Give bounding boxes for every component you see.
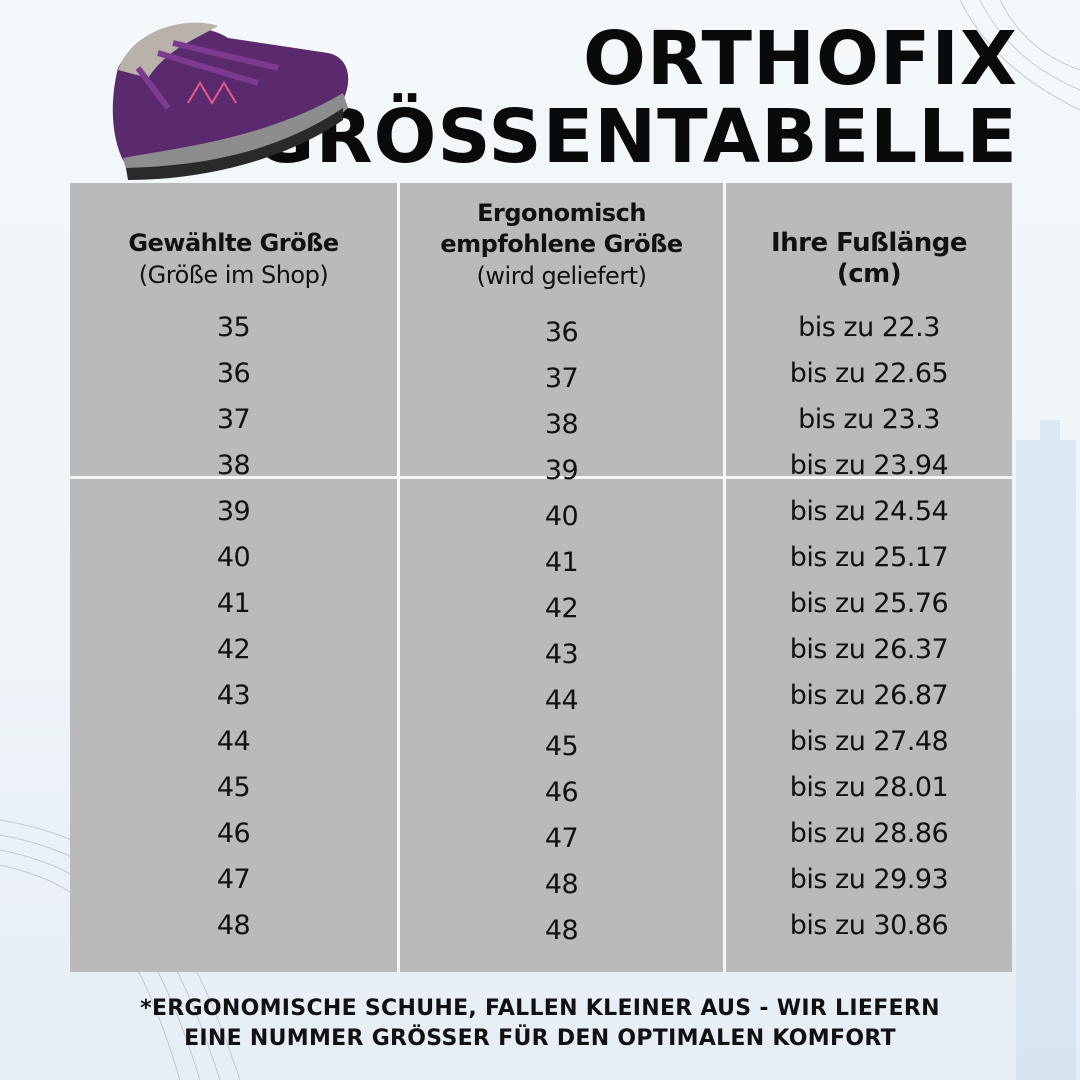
- table-cell: bis zu 30.86: [789, 910, 949, 941]
- table-cell: 35: [216, 312, 251, 343]
- table-cell: bis zu 24.54: [789, 496, 949, 527]
- header-foot-length: Ihre Fußlänge (cm): [726, 203, 1012, 315]
- table-cell: bis zu 23.94: [789, 450, 949, 481]
- table-cell: 37: [544, 363, 579, 394]
- table-cell: 45: [216, 772, 251, 803]
- table-cell: 46: [216, 818, 251, 849]
- table-cell: 36: [216, 358, 251, 389]
- table-cell: 47: [544, 823, 579, 854]
- footnote-line: EINE NUMMER GRÖSSER FÜR DEN OPTIMALEN KO…: [184, 1026, 896, 1051]
- title-size-chart: GRÖSSENTABELLE: [253, 94, 1018, 180]
- size-chart-table: Gewählte Größe (Größe im Shop) Ergonomis…: [70, 183, 1012, 972]
- table-cell: bis zu 23.3: [798, 404, 940, 435]
- header-label: Ihre Fußlänge: [770, 228, 968, 258]
- table-cell: 48: [216, 910, 251, 941]
- table-cell: 41: [544, 547, 579, 578]
- table-cell: bis zu 26.37: [789, 634, 949, 665]
- table-cell: 36: [544, 317, 579, 348]
- table-cell: 40: [544, 501, 579, 532]
- header-label: (cm): [836, 259, 902, 289]
- table-cell: 46: [544, 777, 579, 808]
- table-cell: 39: [544, 455, 579, 486]
- table-cell: 44: [544, 685, 579, 716]
- title-brand: ORTHOFIX: [582, 16, 1018, 102]
- table-cell: 44: [216, 726, 251, 757]
- table-cell: 37: [216, 404, 251, 435]
- table-cell: bis zu 25.17: [789, 542, 949, 573]
- table-cell: 42: [544, 593, 579, 624]
- footnote: *ERGONOMISCHE SCHUHE, FALLEN KLEINER AUS…: [0, 994, 1080, 1054]
- column-divider: [397, 183, 400, 972]
- footnote-line: *ERGONOMISCHE SCHUHE, FALLEN KLEINER AUS…: [140, 996, 940, 1021]
- table-cell: bis zu 29.93: [789, 864, 949, 895]
- table-cell: bis zu 28.86: [789, 818, 949, 849]
- table-cell: bis zu 28.01: [789, 772, 949, 803]
- table-cell: 41: [216, 588, 251, 619]
- table-cell: 38: [216, 450, 251, 481]
- table-cell: 47: [216, 864, 251, 895]
- table-cell: 39: [216, 496, 251, 527]
- header-selected-size: Gewählte Größe (Größe im Shop): [70, 203, 397, 315]
- table-cell: bis zu 25.76: [789, 588, 949, 619]
- table-cell: 48: [544, 869, 579, 900]
- table-cell: 45: [544, 731, 579, 762]
- header-recommended-size: Ergonomisch empfohlene Größe (wird gelie…: [400, 189, 723, 301]
- purple-winter-boot-image: [112, 22, 349, 180]
- table-cell: bis zu 22.3: [798, 312, 940, 343]
- header-sublabel: (Größe im Shop): [138, 260, 329, 289]
- table-cell: bis zu 26.87: [789, 680, 949, 711]
- table-cell: bis zu 27.48: [789, 726, 949, 757]
- table-cell: 48: [544, 915, 579, 946]
- header-label: Gewählte Größe: [128, 228, 339, 257]
- table-cell: 43: [216, 680, 251, 711]
- table-cell: 38: [544, 409, 579, 440]
- table-cell: 42: [216, 634, 251, 665]
- header-label: empfohlene Größe: [440, 230, 683, 258]
- header-divider: [70, 476, 1012, 479]
- table-cell: bis zu 22.65: [789, 358, 949, 389]
- header-label: Ergonomisch: [477, 199, 646, 227]
- column-divider: [723, 183, 726, 972]
- header-sublabel: (wird geliefert): [476, 262, 647, 290]
- table-cell: 40: [216, 542, 251, 573]
- table-cell: 43: [544, 639, 579, 670]
